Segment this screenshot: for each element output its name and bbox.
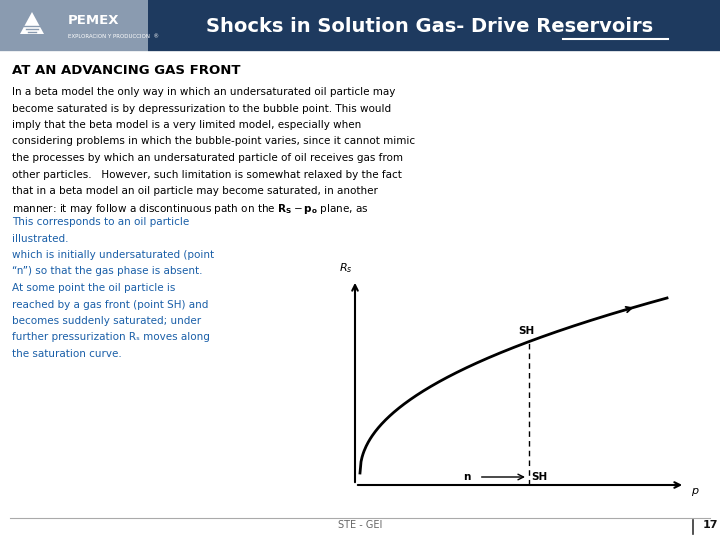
Text: which is initially undersaturated (point: which is initially undersaturated (point [12,250,214,260]
Text: $R_s$: $R_s$ [339,261,353,275]
Text: imply that the beta model is a very limited model, especially when: imply that the beta model is a very limi… [12,120,361,130]
Text: illustrated.: illustrated. [12,233,68,244]
Text: Shocks in Solution Gas- Drive Reservoirs: Shocks in Solution Gas- Drive Reservoirs [207,17,654,36]
Text: STE - GEI: STE - GEI [338,520,382,530]
Text: becomes suddenly saturated; under: becomes suddenly saturated; under [12,316,201,326]
Text: 17: 17 [703,520,719,530]
Text: become saturated is by depressurization to the bubble point. This would: become saturated is by depressurization … [12,104,391,113]
Text: $p$: $p$ [691,486,700,498]
Text: reached by a gas front (point SH) and: reached by a gas front (point SH) and [12,300,208,309]
Text: n: n [464,472,471,482]
Text: that in a beta model an oil particle may become saturated, in another: that in a beta model an oil particle may… [12,186,378,196]
Text: SH: SH [531,472,547,482]
Bar [0,0,148,52]
Text: further pressurization Rₛ moves along: further pressurization Rₛ moves along [12,333,210,342]
Text: AT AN ADVANCING GAS FRONT: AT AN ADVANCING GAS FRONT [12,64,240,77]
Text: EXPLORACION Y PRODUCCION  ®: EXPLORACION Y PRODUCCION ® [68,33,159,38]
Polygon shape [20,12,44,34]
Text: This corresponds to an oil particle: This corresponds to an oil particle [12,217,189,227]
Text: SH: SH [518,326,535,336]
Text: In a beta model the only way in which an undersaturated oil particle may: In a beta model the only way in which an… [12,87,395,97]
Text: “n”) so that the gas phase is absent.: “n”) so that the gas phase is absent. [12,267,202,276]
Text: other particles.   However, such limitation is somewhat relaxed by the fact: other particles. However, such limitatio… [12,170,402,179]
Text: the saturation curve.: the saturation curve. [12,349,122,359]
Text: At some point the oil particle is: At some point the oil particle is [12,283,176,293]
Text: PEMEX: PEMEX [68,14,120,26]
Text: the processes by which an undersaturated particle of oil receives gas from: the processes by which an undersaturated… [12,153,403,163]
Bar [0,0,720,52]
Text: manner: it may follow a discontinuous path on the $\mathbf{R_S} - \mathbf{p_o}$ : manner: it may follow a discontinuous pa… [12,202,369,217]
Text: considering problems in which the bubble-point varies, since it cannot mimic: considering problems in which the bubble… [12,137,415,146]
